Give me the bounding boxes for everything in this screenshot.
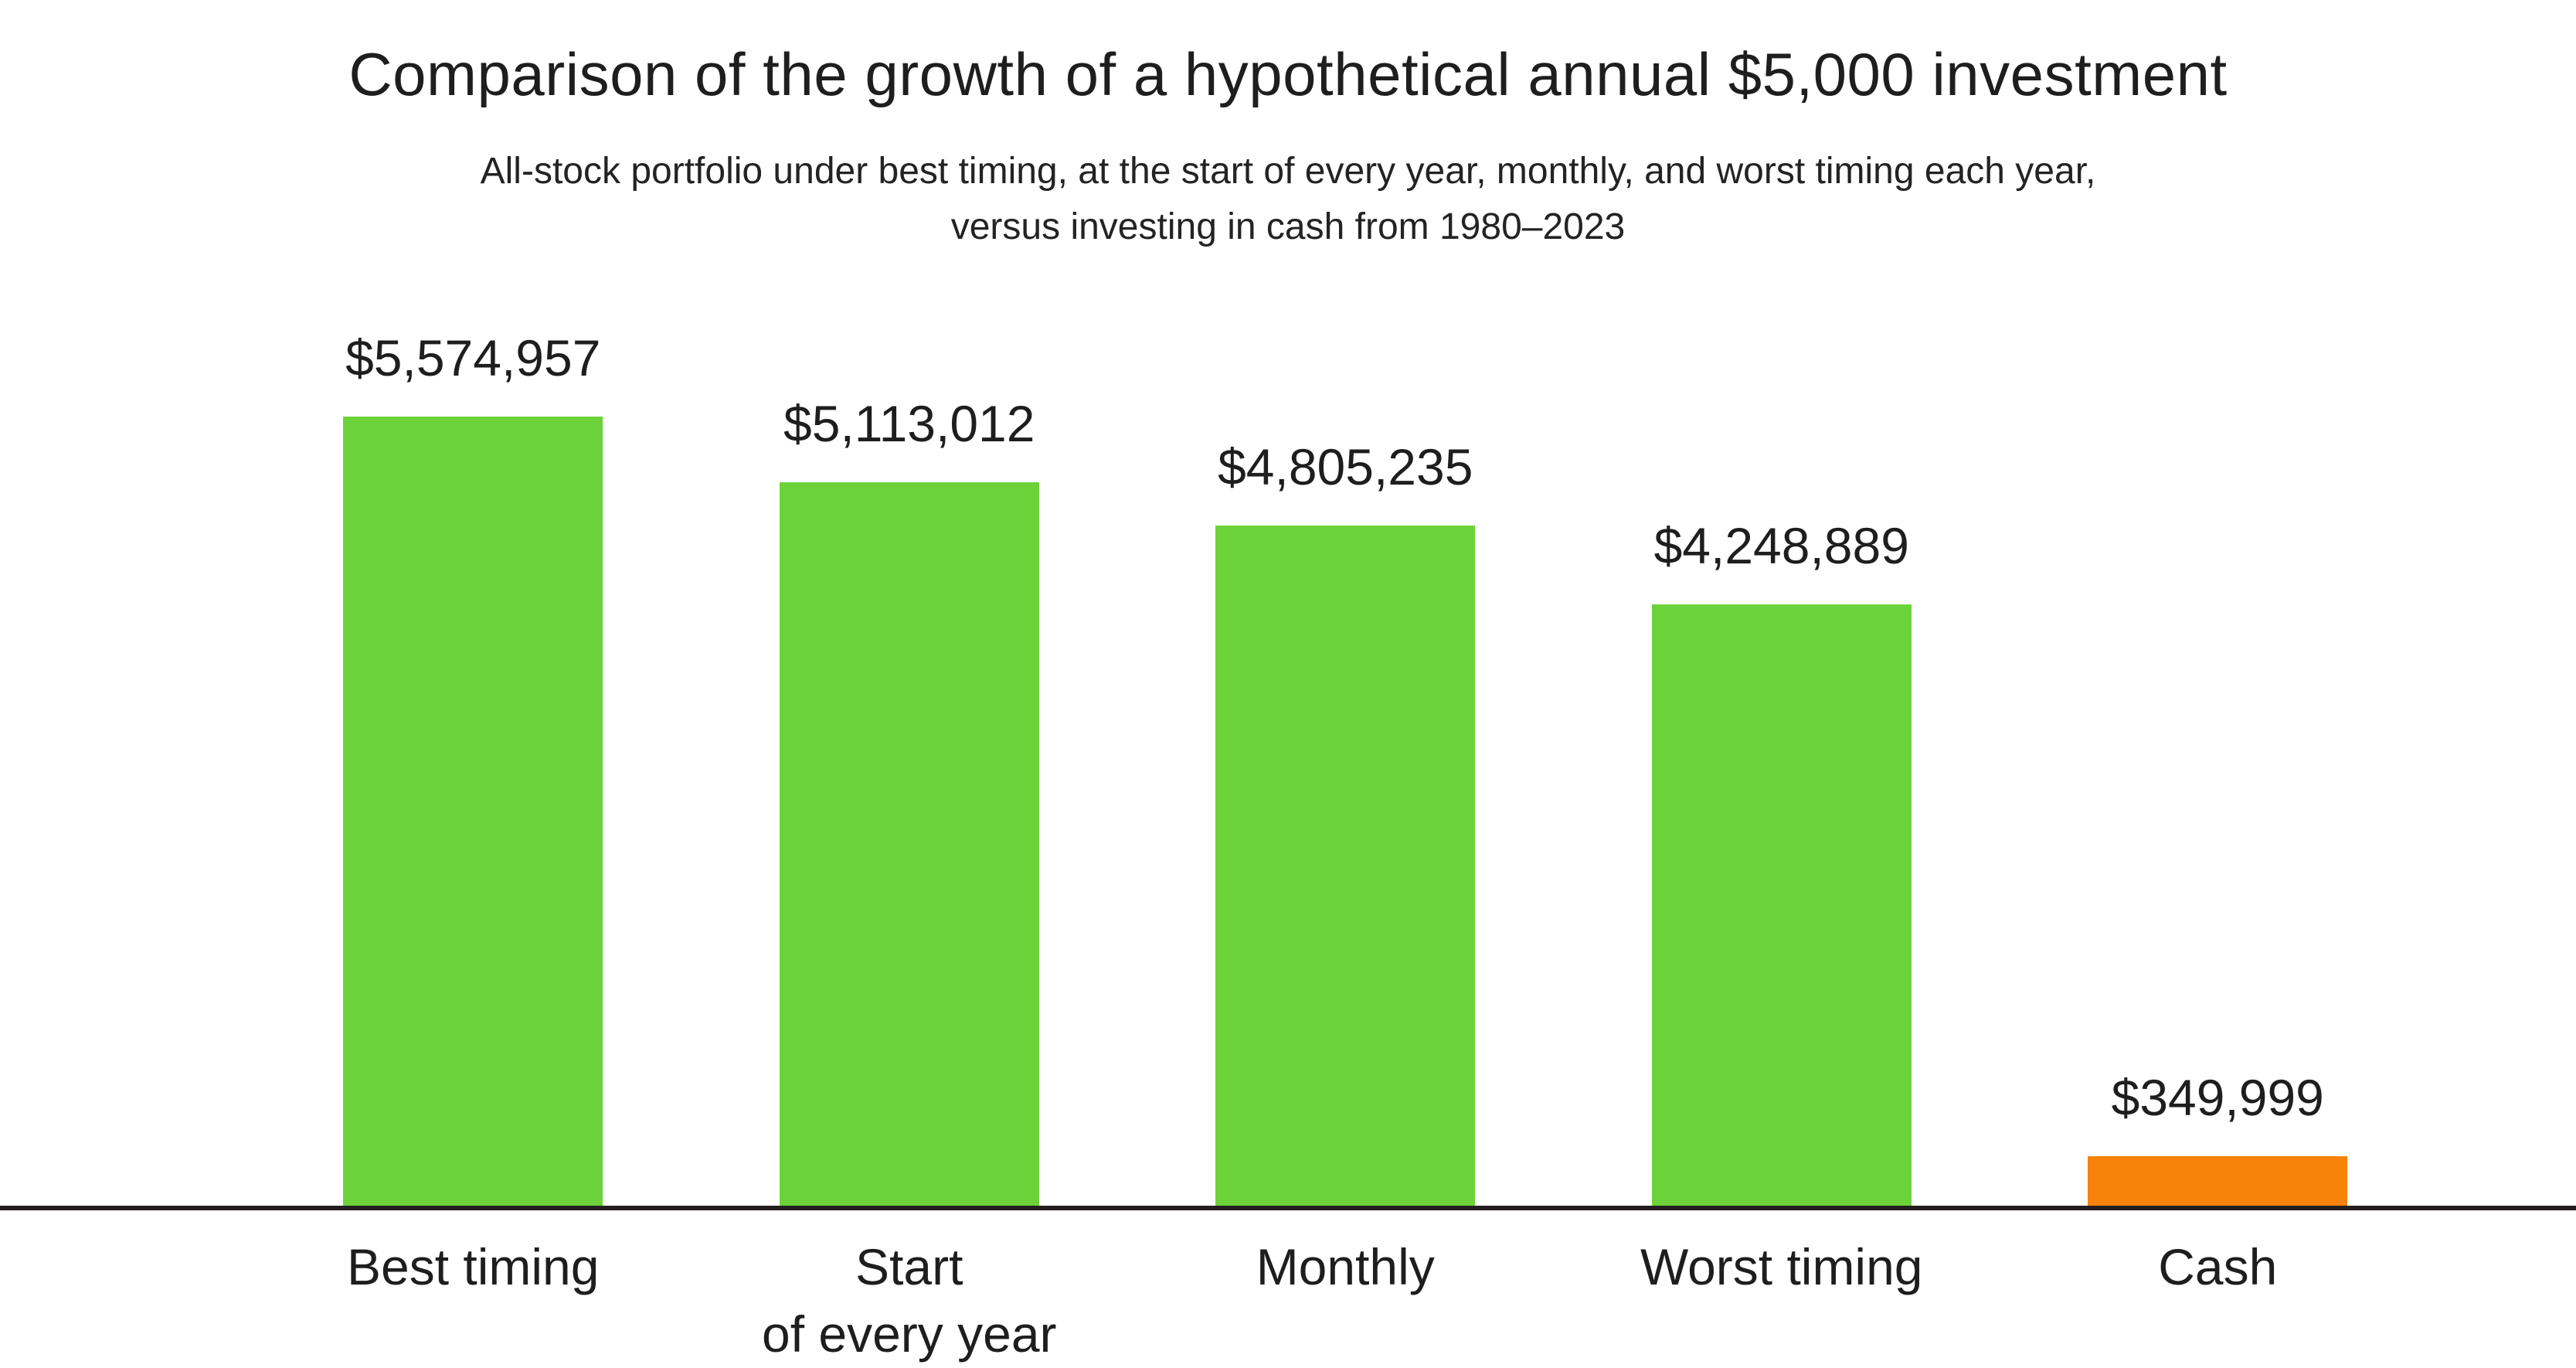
chart-title: Comparison of the growth of a hypothetic… <box>348 40 2228 108</box>
bar-group-worst-timing: $4,248,889 <box>1564 0 2000 1206</box>
bar-value-label: $5,113,012 <box>783 395 1035 452</box>
x-label-line: Worst timing <box>1640 1238 1923 1295</box>
bar-best-timing <box>343 417 603 1206</box>
x-label-line: Cash <box>2158 1238 2278 1295</box>
chart-subtitle-line2: versus investing in cash from 1980–2023 <box>950 206 1626 247</box>
bar-worst-timing <box>1651 604 1912 1206</box>
x-label-best-timing: Best timing <box>255 1234 692 1368</box>
x-label-line: of every year <box>762 1305 1057 1363</box>
x-label-monthly: Monthly <box>1127 1234 1564 1368</box>
bar-value-label: $5,574,957 <box>345 329 601 386</box>
x-label-worst-timing: Worst timing <box>1564 1234 2000 1368</box>
bar-start-of-every-year <box>779 482 1039 1206</box>
x-label-cash: Cash <box>2000 1234 2436 1368</box>
bar-group-start-of-every-year: $5,113,012 <box>692 0 1128 1206</box>
x-label-line: Start <box>855 1238 963 1295</box>
bar-value-label: $4,805,235 <box>1218 438 1473 495</box>
chart-subtitle-line1: All-stock portfolio under best timing, a… <box>480 150 2096 192</box>
x-axis-labels: Best timing Start of every year Monthly … <box>255 1234 2436 1368</box>
chart-header: Comparison of the growth of a hypothetic… <box>0 40 2576 255</box>
bar-cash <box>2088 1156 2348 1206</box>
bar-group-best-timing: $5,574,957 <box>255 0 692 1206</box>
x-axis-line <box>0 1206 2576 1210</box>
bar-monthly <box>1215 526 1476 1206</box>
x-label-line: Best timing <box>347 1238 600 1295</box>
bar-value-label: $4,248,889 <box>1653 517 1909 574</box>
bar-group-cash: $349,999 <box>2000 0 2436 1206</box>
x-label-line: Monthly <box>1256 1238 1435 1295</box>
bar-group-monthly: $4,805,235 <box>1127 0 1564 1206</box>
bar-value-label: $349,999 <box>2111 1069 2324 1126</box>
plot-area: $5,574,957 $5,113,012 $4,805,235 $4,248,… <box>255 0 2436 1206</box>
x-label-start-of-every-year: Start of every year <box>692 1234 1128 1368</box>
chart-subtitle: All-stock portfolio under best timing, a… <box>0 144 2576 255</box>
